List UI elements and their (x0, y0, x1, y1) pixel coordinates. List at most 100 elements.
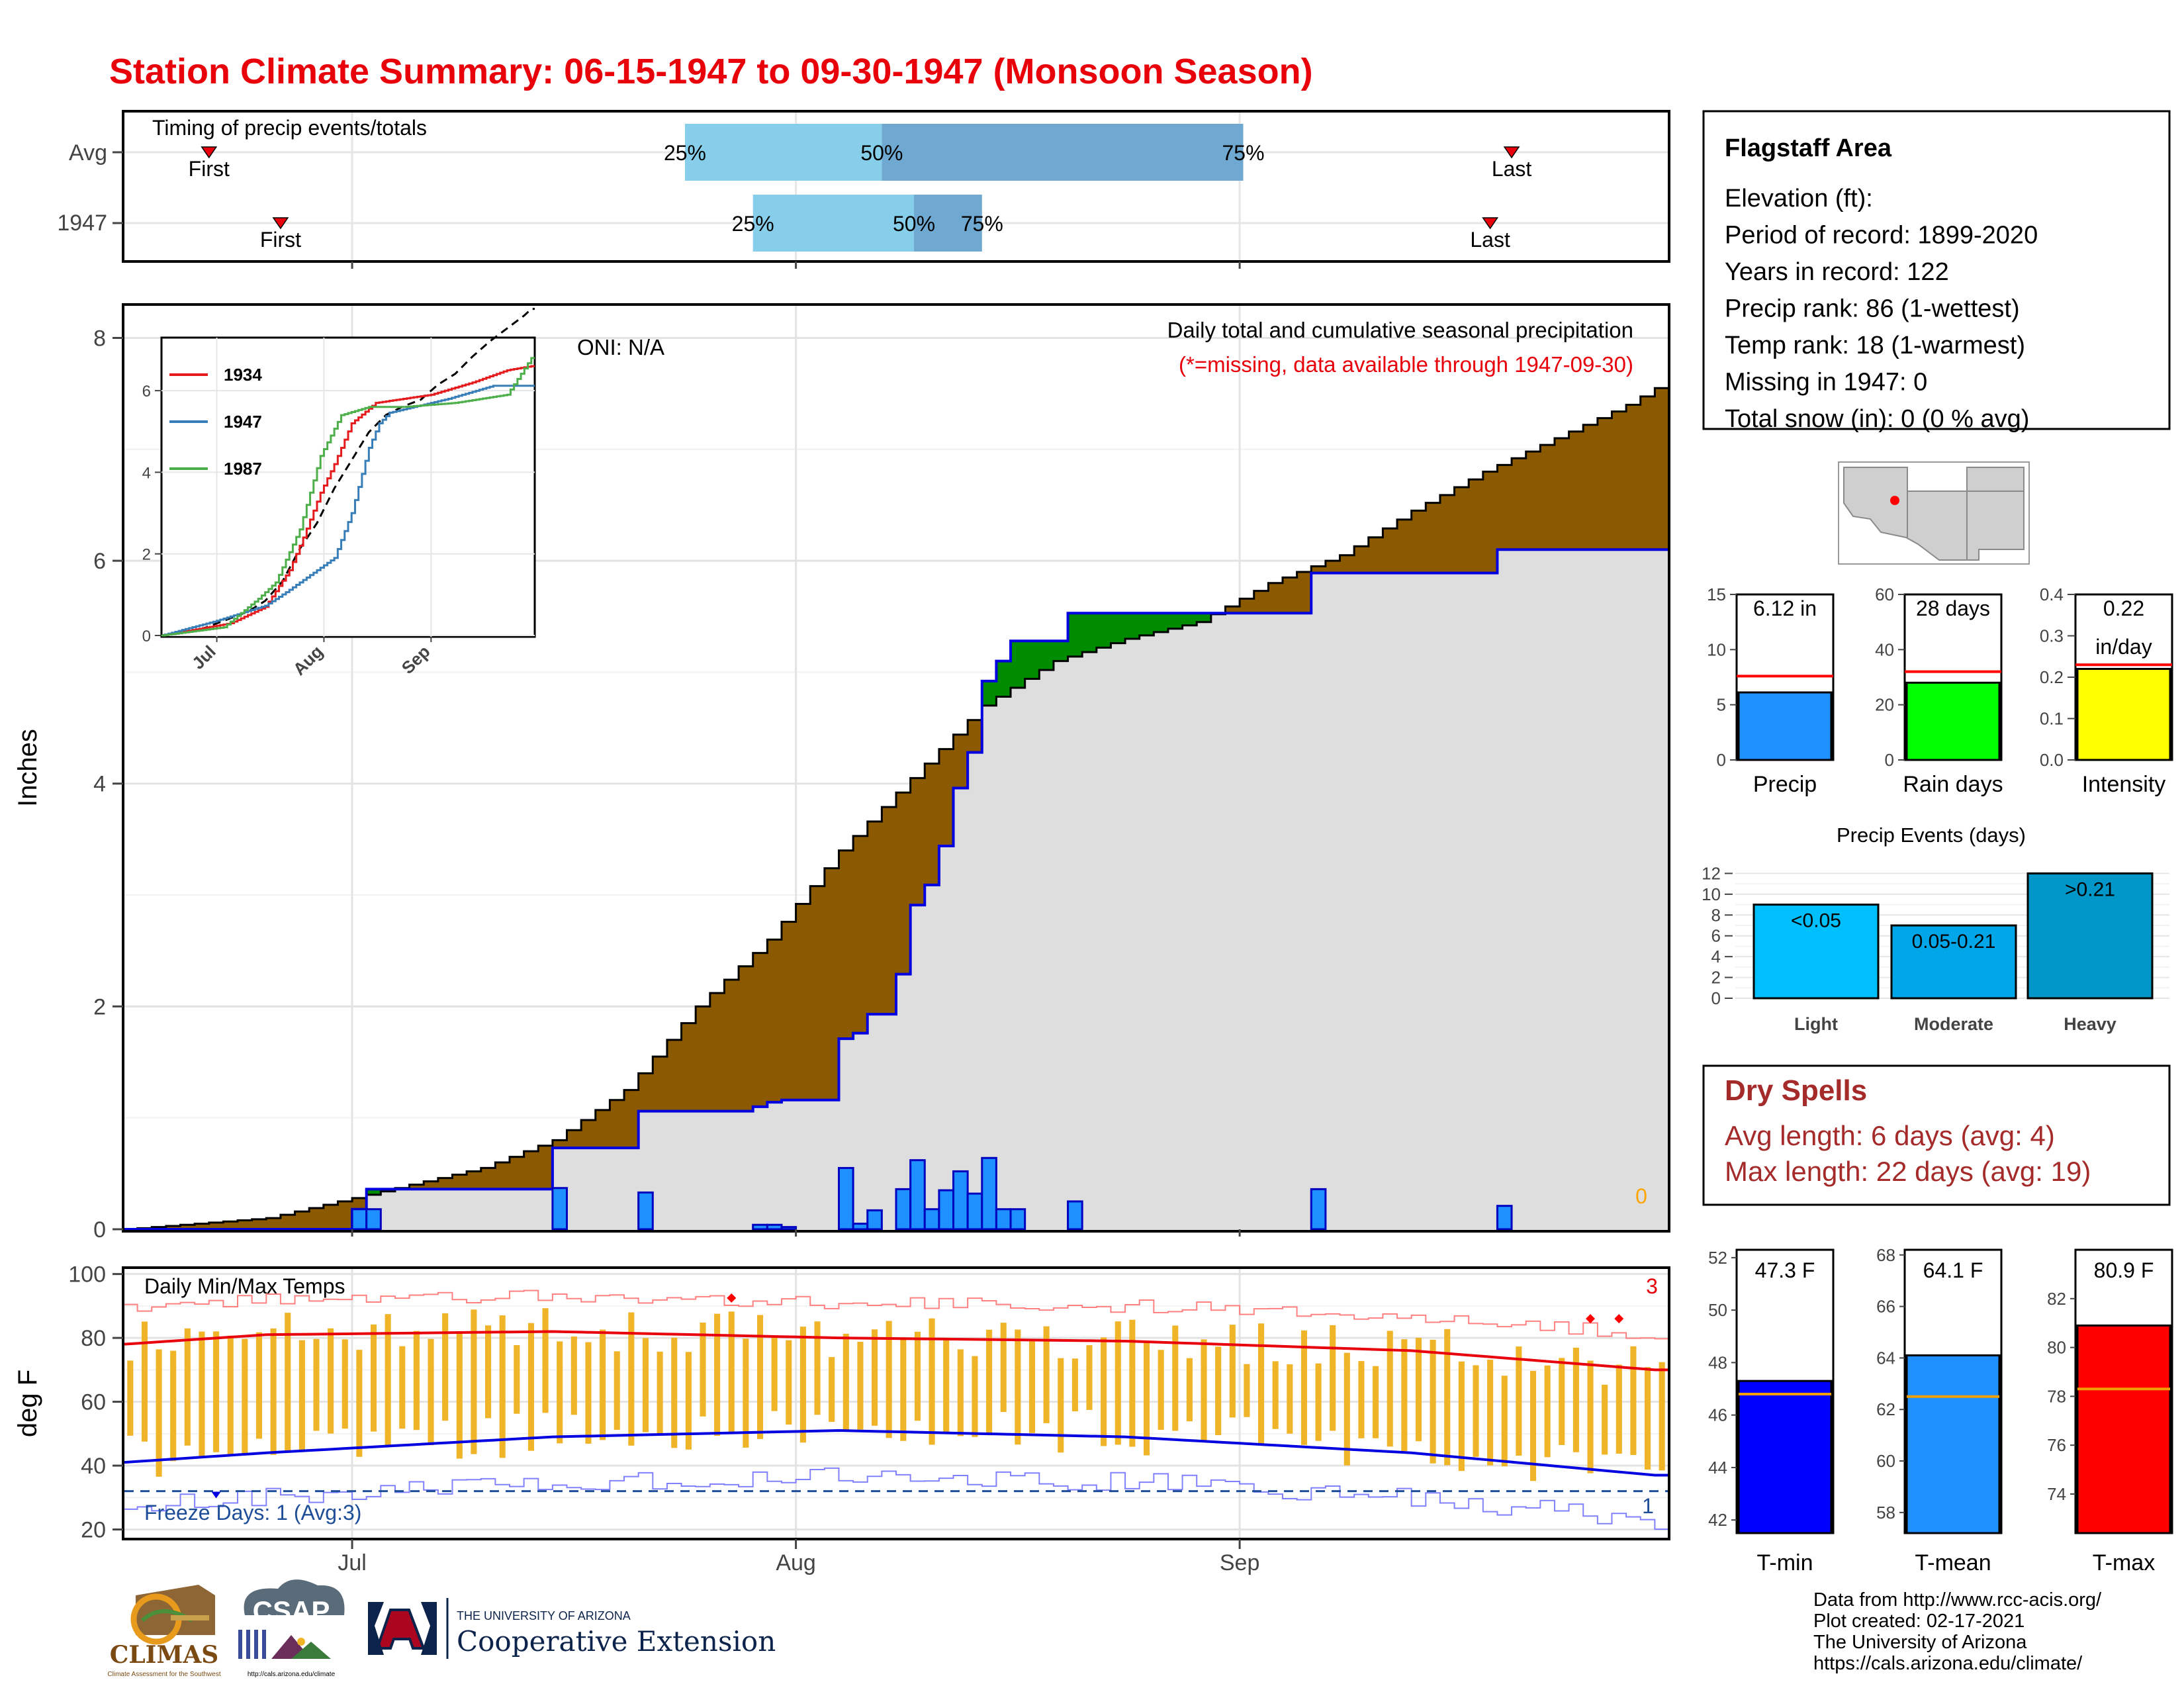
precip-panel: 0 2 4 6 8 Inches ONI: N/A Daily total and cu… (13, 303, 1670, 1243)
y-tick-label: 4 (93, 772, 106, 797)
missing-note: (*=missing, data available through 1947-… (1179, 352, 1633, 377)
daily-temp-bar (1158, 1350, 1164, 1430)
daily-temp-bar (213, 1331, 220, 1452)
daily-precip-bar (966, 1192, 983, 1231)
csap-logo-url: http://cals.arizona.edu/climate (248, 1671, 336, 1678)
daily-temp-bar (685, 1352, 692, 1450)
daily-temp-bar (700, 1322, 706, 1417)
temp-summary-tick-label: 76 (2047, 1435, 2066, 1455)
daily-temp-bar (385, 1314, 391, 1447)
temp-bars (127, 1308, 1665, 1481)
daily-temp-bar (743, 1338, 749, 1448)
daily-temp-bar (141, 1321, 148, 1442)
events-tick-label: 10 (1702, 884, 1721, 904)
dry-spells-max: Max length: 22 days (avg: 19) (1725, 1156, 2091, 1187)
timing-p25-label: 25% (732, 212, 774, 236)
daily-temp-bar (285, 1313, 291, 1451)
daily-temp-bar (614, 1351, 620, 1430)
temp-summary-bar (2076, 1324, 2171, 1534)
daily-temp-bar (1058, 1358, 1064, 1453)
daily-temp-bar (270, 1328, 277, 1455)
events-tick-label: 8 (1711, 905, 1721, 925)
inset-legend-label: 1947 (224, 412, 262, 432)
timing-event-label: First (189, 157, 230, 181)
daily-temp-bar (1201, 1339, 1207, 1441)
daily-temp-bar (1615, 1364, 1622, 1454)
timing-event-marker (201, 146, 218, 159)
daily-temp-bar (356, 1350, 363, 1457)
daily-temp-bar (1330, 1325, 1336, 1431)
event-range-label: >0.21 (2065, 878, 2115, 900)
grey-area (123, 549, 1669, 1229)
daily-temp-bar (1602, 1384, 1608, 1455)
daily-temp-bar (255, 1332, 263, 1439)
event-category-label: Moderate (1914, 1014, 1993, 1034)
daily-temp-bar (1229, 1325, 1236, 1418)
summary-tick-label: 5 (1717, 695, 1726, 715)
daily-temp-bar (413, 1331, 420, 1430)
avg-excess-area (123, 388, 1669, 1230)
daily-temp-bar (328, 1328, 334, 1434)
daily-precip-bar (1496, 1205, 1513, 1231)
locator-map (1838, 461, 2030, 565)
station-box (1702, 110, 2171, 430)
events-title: Precip Events (days) (1837, 823, 2026, 847)
daily-precip-bar (909, 1159, 926, 1231)
daily-temp-bar (1415, 1337, 1422, 1442)
daily-temp-bar (872, 1329, 878, 1426)
daily-precip-bar (365, 1208, 382, 1231)
x-ticks: Jul Aug Sep (338, 261, 1259, 1575)
daily-temp-bar (1516, 1346, 1522, 1456)
daily-temp-bar (1115, 1321, 1121, 1445)
daily-temp-bar (156, 1349, 162, 1477)
temp-y-tick-label: 100 (68, 1262, 106, 1288)
temp-summary-tick-label: 78 (2047, 1386, 2066, 1406)
summary-tick-label: 10 (1707, 639, 1726, 659)
daily-temp-bar (1430, 1339, 1436, 1464)
temp-summary-tick-label: 46 (1708, 1405, 1727, 1425)
timing-p25-label: 25% (664, 141, 706, 165)
daily-temp-bar (1071, 1358, 1078, 1412)
events-tick-label: 4 (1711, 947, 1721, 966)
daily-precip-bar (780, 1226, 797, 1231)
daily-temp-bar (1458, 1361, 1465, 1472)
inset-y-tick-label: 0 (142, 628, 151, 645)
daily-temp-bar (242, 1338, 248, 1454)
temp-bg (123, 1268, 1669, 1539)
temp-summary-tick-label: 62 (1876, 1399, 1895, 1419)
freeze-marker (211, 1491, 221, 1499)
timing-event-marker (1503, 146, 1520, 159)
timing-box-upper (914, 195, 982, 252)
inset-lines (161, 308, 535, 637)
temp-summary-value-label: 64.1 F (1923, 1258, 1983, 1282)
daily-temp-bar (1129, 1319, 1136, 1447)
event-category-label: Light (1794, 1014, 1838, 1034)
temp-y-tick-label: 60 (81, 1390, 106, 1415)
summary-tick-label: 0.3 (2040, 626, 2064, 646)
dry-spells: Dry Spells Avg length: 6 days (avg: 4) M… (1702, 1064, 2171, 1206)
avg-tmin-line (122, 1429, 1669, 1477)
daily-temp-bar (471, 1309, 477, 1454)
daily-temp-bar (600, 1329, 606, 1440)
y-tick-label: 0 (93, 1217, 106, 1243)
summary-tick-label: 0 (1717, 750, 1726, 770)
daily-temp-bar (570, 1336, 577, 1415)
daily-temp-bar (514, 1345, 520, 1414)
daily-temp-bar (1086, 1345, 1093, 1410)
daily-temp-bar (298, 1340, 305, 1451)
event-bar (1890, 924, 2017, 1000)
daily-temp-bar (1572, 1347, 1579, 1452)
daily-temp-bar (1487, 1360, 1494, 1466)
timing-p50-label: 50% (860, 141, 903, 165)
daily-temp-bar (1015, 1329, 1021, 1445)
daily-precip-bar (1009, 1208, 1026, 1231)
timing-row-avg-label: Avg (69, 140, 107, 165)
temp-summary-tick-label: 80 (2047, 1338, 2066, 1358)
summary-tick-label: 0.1 (2040, 709, 2064, 729)
timing-panel: 25% 50% 75% First Last 25% 50% 75% First Last Tim… (57, 110, 1670, 263)
daily-temp-bar (456, 1333, 463, 1459)
summary-tick-label: 20 (1875, 695, 1894, 715)
csap-logo-text: CSAP (253, 1595, 330, 1626)
